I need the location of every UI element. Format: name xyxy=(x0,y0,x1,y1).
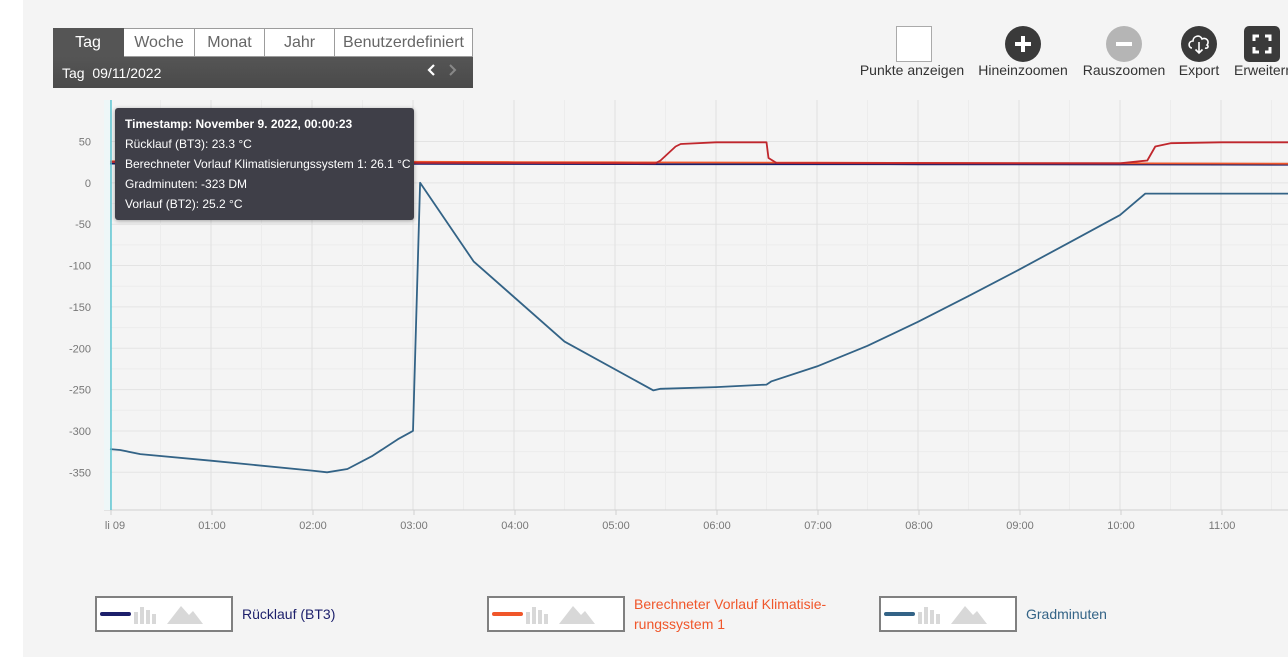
expand-label: Erweitern xyxy=(1234,62,1288,78)
series-preview-icon xyxy=(100,606,203,624)
x-tick-label: 09:00 xyxy=(1006,520,1034,532)
tab-jahr[interactable]: Jahr xyxy=(265,28,335,57)
tab-monat[interactable]: Monat xyxy=(195,28,265,57)
y-axis: 50 0 -50 -100 -150 -200 -250 -300 -350 xyxy=(69,137,91,480)
legend-toggle[interactable] xyxy=(95,596,233,632)
cursor-band xyxy=(104,100,110,510)
cloud-download-icon xyxy=(1181,26,1217,62)
tab-woche[interactable]: Woche xyxy=(124,28,195,57)
legend-toggle[interactable] xyxy=(879,596,1017,632)
legend-label-line: rungssystem 1 xyxy=(634,616,726,632)
x-tick-label: 05:00 xyxy=(602,520,630,532)
legend-label[interactable]: Berechneter Vorlauf Klimatisie-rungssyst… xyxy=(634,594,826,634)
chevron-left-icon[interactable] xyxy=(426,62,438,82)
minus-icon xyxy=(1106,26,1142,62)
zoom-in-label: Hineinzoomen xyxy=(978,62,1068,78)
zoom-out-label: Rauszoomen xyxy=(1082,62,1166,78)
y-tick-label: 0 xyxy=(85,178,91,190)
legend-label[interactable]: Rücklauf (BT3) xyxy=(242,604,335,624)
x-tick-label: li 09 xyxy=(105,520,125,532)
tooltip-line: Berechneter Vorlauf Klimatisierungssyste… xyxy=(125,157,411,171)
line-chart: 50 0 -50 -100 -150 -200 -250 -300 -350 li 09 01:0… xyxy=(69,100,1288,532)
x-tick-label: 01:00 xyxy=(198,520,226,532)
y-tick-label: -200 xyxy=(69,343,91,355)
x-tick-label: 02:00 xyxy=(299,520,327,532)
series-preview-icon xyxy=(884,606,987,624)
legend-toggle[interactable] xyxy=(487,596,625,632)
x-tick-label: 10:00 xyxy=(1107,520,1135,532)
y-tick-label: -250 xyxy=(69,385,91,397)
x-axis: li 09 01:00 02:00 03:00 04:00 05:00 06:00 07:00… xyxy=(105,510,1235,532)
x-tick-label: 03:00 xyxy=(400,520,428,532)
legend-label-line: Rücklauf (BT3) xyxy=(242,606,336,622)
y-tick-label: -350 xyxy=(69,467,91,479)
y-tick-label: -150 xyxy=(69,302,91,314)
tab-benutzerdefiniert[interactable]: Benutzerdefiniert xyxy=(335,28,473,57)
x-tick-label: 11:00 xyxy=(1209,520,1236,532)
checkbox[interactable] xyxy=(896,26,932,62)
x-tick-label: 07:00 xyxy=(804,520,832,532)
export-label: Export xyxy=(1178,62,1220,78)
legend-label[interactable]: Gradminuten xyxy=(1026,604,1107,624)
y-tick-label: 50 xyxy=(79,137,91,149)
tab-tag[interactable]: Tag xyxy=(53,28,124,57)
series-preview-icon xyxy=(492,606,595,624)
x-tick-label: 04:00 xyxy=(501,520,529,532)
show-points-label: Punkte anzeigen xyxy=(859,62,965,78)
fullscreen-icon xyxy=(1244,26,1280,62)
chevron-right-icon[interactable] xyxy=(446,62,458,82)
x-tick-label: 06:00 xyxy=(703,520,731,532)
y-tick-label: -300 xyxy=(69,426,91,438)
x-tick-label: 08:00 xyxy=(905,520,933,532)
series-line xyxy=(109,181,1288,474)
period-selector: Tag Woche Monat Jahr Benutzerdefiniert T… xyxy=(53,28,473,88)
period-tabs: Tag Woche Monat Jahr Benutzerdefiniert xyxy=(53,28,473,57)
data-tooltip: Timestamp: November 9. 2022, 00:00:23 Rü… xyxy=(115,108,414,220)
tooltip-line: Gradminuten: -323 DM xyxy=(125,177,248,191)
y-tick-label: -100 xyxy=(69,261,91,273)
legend-label-line: Gradminuten xyxy=(1026,606,1107,622)
tooltip-timestamp: Timestamp: November 9. 2022, 00:00:23 xyxy=(125,117,353,131)
tooltip-line: Rücklauf (BT3): 23.3 °C xyxy=(125,137,252,151)
date-label: Tag 09/11/2022 xyxy=(62,65,162,81)
legend-label-line: Berechneter Vorlauf Klimatisie- xyxy=(634,596,827,612)
y-tick-label: -50 xyxy=(75,219,91,231)
plus-icon xyxy=(1005,26,1041,62)
tooltip-line: Vorlauf (BT2): 25.2 °C xyxy=(125,197,243,211)
